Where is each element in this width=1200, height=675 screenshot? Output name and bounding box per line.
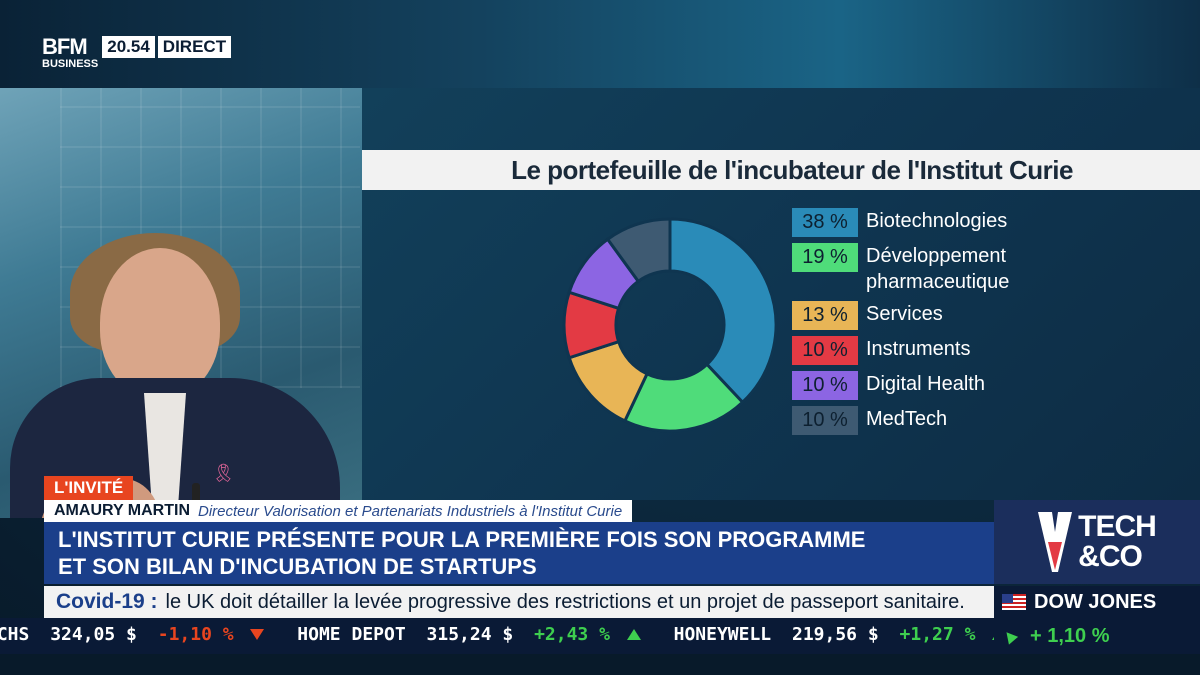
chart-legend: 38 % Biotechnologies 19 % Développement …: [792, 208, 1036, 441]
tech-co-v-icon: [1038, 512, 1073, 572]
legend-label: Instruments: [866, 338, 971, 360]
legend-label: MedTech: [866, 408, 948, 430]
live-badge: DIRECT: [157, 36, 232, 58]
guest-name-bar: AMAURY MARTIN Directeur Valorisation et …: [44, 500, 633, 522]
ticker-change: -1,10 %: [157, 624, 234, 645]
headline-banner: L'INSTITUT CURIE PRÉSENTE POUR LA PREMIÈ…: [44, 522, 994, 584]
legend-label: Services: [866, 303, 943, 325]
legend-item: 10 % MedTech: [792, 406, 1036, 435]
legend-value: 19 %: [792, 243, 858, 272]
ticker-name: ACHS: [0, 624, 30, 645]
legend-item: 10 % Instruments: [792, 336, 1036, 365]
index-name: DOW JONES: [1034, 590, 1157, 613]
ticker-item: HONEYWELL 219,56 $ +1,27 %: [674, 624, 994, 645]
legend-value: 10 %: [792, 406, 858, 435]
up-arrow-icon: [992, 629, 994, 640]
guest-face: [100, 248, 220, 398]
up-arrow-icon: [626, 629, 641, 640]
ticker-name: HONEYWELL: [673, 624, 772, 645]
legend-value: 13 %: [792, 301, 858, 330]
down-arrow-icon: [250, 629, 265, 640]
legend-item: 13 % Services: [792, 301, 1036, 330]
broadcast-time: 20.54: [102, 36, 155, 58]
guest-name: AMAURY MARTIN: [54, 502, 190, 519]
ticker-name: HOME DEPOT: [297, 624, 406, 645]
legend-value: 10 %: [792, 336, 858, 365]
channel-logo: BFM BUSINESS 20.54 DIRECT: [42, 36, 232, 70]
legend-item: 10 % Digital Health: [792, 371, 1036, 400]
legend-label: Développement pharmaceutique: [866, 245, 1010, 293]
headline-line2: ET SON BILAN D'INCUBATION DE STARTUPS: [58, 554, 537, 579]
news-text: le UK doit détailler la levée progressiv…: [165, 590, 965, 613]
bottom-strip: [0, 654, 1200, 675]
news-crawl: Covid-19 : le UK doit détailler la levée…: [44, 586, 994, 618]
donut-slice-medtech: [605, 217, 672, 284]
legend-item: 38 % Biotechnologies: [792, 208, 1036, 237]
pink-ribbon-icon: 🎗: [212, 463, 235, 483]
index-change: + 1,10 %: [1030, 624, 1110, 647]
bfm-logo: BFM BUSINESS: [42, 36, 98, 70]
ticker-item: ACHS 324,05 $ -1,10 %: [0, 624, 297, 645]
logo-line1: BFM: [42, 34, 88, 59]
ticker-value: 219,56 $: [792, 624, 879, 645]
guest-role: Directeur Valorisation et Partenariats I…: [198, 502, 623, 520]
show-logo: TECH &CO: [994, 500, 1200, 584]
index-box: DOW JONES: [994, 586, 1200, 618]
logo-line2: BUSINESS: [42, 58, 99, 70]
show-logo-line1: TECH: [1078, 510, 1157, 543]
legend-label: Biotechnologies: [866, 210, 1008, 232]
ticker-value: 315,24 $: [426, 624, 514, 645]
us-flag-icon: [1002, 594, 1026, 610]
chart-title: Le portefeuille de l'incubateur de l'Ins…: [362, 150, 1200, 190]
ticker-change: +1,27 %: [899, 624, 976, 645]
studio-video-feed: 🎗: [0, 88, 362, 518]
ticker-change: +2,43 %: [534, 624, 610, 645]
legend-value: 10 %: [792, 371, 858, 400]
index-change-box: + 1,10 %: [994, 618, 1200, 654]
news-keyword: Covid-19 :: [56, 590, 158, 613]
stock-ticker: ACHS 324,05 $ -1,10 % HOME DEPOT 315,24 …: [0, 618, 994, 654]
legend-value: 38 %: [792, 208, 858, 237]
show-logo-text: TECH &CO: [1078, 510, 1157, 573]
ticker-items: ACHS 324,05 $ -1,10 % HOME DEPOT 315,24 …: [0, 624, 994, 645]
show-logo-line2: &CO: [1078, 540, 1143, 573]
up-arrow-icon: [1001, 627, 1019, 645]
legend-item: 19 % Développement pharmaceutique: [792, 243, 1036, 295]
headline-line1: L'INSTITUT CURIE PRÉSENTE POUR LA PREMIÈ…: [58, 527, 866, 552]
ticker-value: 324,05 $: [50, 624, 137, 645]
donut-slice-biotechnologies: [668, 217, 778, 405]
ticker-item: HOME DEPOT 315,24 $ +2,43 %: [297, 624, 673, 645]
guest-tag: L'INVITÉ: [44, 476, 134, 500]
legend-label: Digital Health: [866, 373, 985, 395]
donut-chart: [562, 217, 778, 433]
